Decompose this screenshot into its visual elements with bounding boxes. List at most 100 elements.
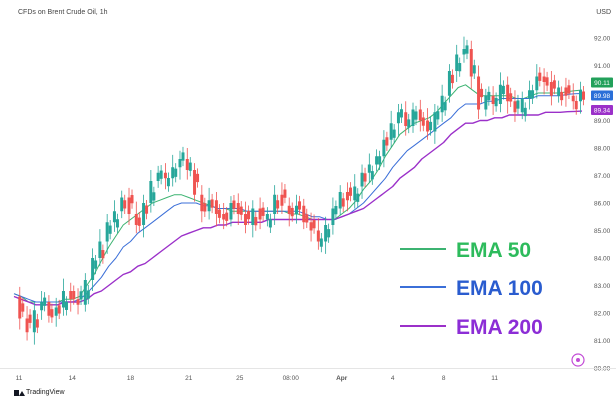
candle-body (447, 71, 451, 96)
candle-body (193, 170, 197, 195)
y-tick-label: 81.00 (594, 338, 611, 345)
candle-body (477, 76, 481, 110)
candle-body (465, 45, 469, 54)
candle-body (244, 214, 248, 225)
series-line-ema200 (13, 110, 583, 306)
candle-body (367, 164, 371, 173)
candle-body (222, 214, 226, 220)
candle-body (94, 260, 98, 269)
candle-body (295, 205, 298, 214)
candle-body (283, 189, 287, 198)
candle-body (353, 186, 357, 201)
candle-body (484, 95, 488, 110)
candle-body (232, 200, 236, 209)
candle-body (319, 238, 323, 247)
candle-body (251, 208, 255, 225)
candle-body (229, 203, 233, 220)
candle-body (462, 49, 466, 55)
price-label-value: 89.98 (594, 93, 611, 100)
candle-body (523, 107, 527, 117)
candle-body (404, 112, 408, 126)
candle-body (247, 210, 251, 220)
candle-body (217, 209, 221, 218)
settings-icon (571, 353, 585, 367)
candle-body (69, 291, 73, 300)
y-tick-label: 82.00 (594, 311, 611, 318)
candle-body (163, 172, 167, 179)
candle-body (276, 200, 280, 209)
candle-body (28, 314, 32, 323)
x-tick-label: 21 (185, 375, 193, 382)
candle-body (72, 291, 76, 300)
candle-body (316, 230, 320, 242)
candle-body (101, 250, 105, 259)
y-tick-label: 89.00 (594, 118, 611, 125)
candle-body (542, 76, 546, 82)
candle-body (436, 111, 440, 120)
candle-body (498, 84, 502, 104)
candle-body (324, 225, 328, 242)
candle-body (557, 87, 561, 96)
tradingview-brand-label: TradingView (26, 389, 65, 396)
candle-body (426, 120, 430, 132)
candle-body (538, 72, 542, 81)
tradingview-logo-icon (14, 389, 25, 396)
candle-body (298, 201, 301, 210)
time-axis-divider (0, 368, 616, 369)
candle-body (152, 192, 156, 201)
candle-body (207, 200, 211, 212)
candle-body (35, 319, 39, 328)
candle-body (290, 207, 294, 217)
candle-body (265, 214, 269, 220)
candle-body (564, 87, 568, 96)
candle-body (123, 200, 127, 209)
candle-body (302, 205, 306, 223)
x-tick-label: 11 (16, 375, 23, 382)
candle-body (531, 90, 535, 99)
candle-body (171, 167, 175, 179)
candle-body (32, 310, 36, 333)
candle-body (528, 90, 532, 99)
y-tick-label: 91.00 (594, 63, 611, 70)
candle-body (552, 80, 556, 89)
y-tick-label: 86.00 (594, 201, 611, 208)
x-tick-label: 11 (491, 375, 498, 382)
candle-body (571, 95, 575, 102)
candle-body (392, 129, 396, 138)
candle-body (137, 217, 141, 226)
candle-body (375, 156, 379, 165)
candle-body (506, 84, 510, 102)
candle-body (472, 65, 476, 74)
settings-icon-center (576, 358, 580, 362)
candle-body (378, 156, 382, 165)
candle-body (560, 91, 564, 101)
y-tick-label: 92.00 (594, 36, 611, 43)
candle-body (225, 212, 229, 221)
candle-body (142, 203, 146, 225)
candle-body (156, 172, 160, 181)
candle-body (360, 172, 364, 187)
candle-body (214, 200, 218, 214)
y-tick-label: 85.00 (594, 228, 611, 235)
price-label-badge (591, 90, 613, 101)
candle-body (418, 109, 422, 121)
candle-body (535, 76, 539, 91)
legend-label-ema200: EMA 200 (456, 316, 543, 339)
candle-body (389, 123, 393, 140)
candle-body (414, 111, 418, 120)
candle-body (480, 88, 484, 98)
legend-label-ema50: EMA 50 (456, 239, 531, 262)
candle-body (520, 98, 524, 113)
candle-body (120, 197, 124, 212)
candle-body (166, 177, 170, 187)
candle-body (57, 305, 61, 314)
candle-body (433, 112, 437, 132)
candle-body (516, 100, 520, 109)
candle-body (261, 207, 265, 216)
y-tick-label: 80.00 (594, 366, 611, 373)
candle-body (149, 181, 153, 203)
candle-body (491, 95, 495, 104)
candle-body (273, 194, 277, 214)
candle-body (509, 93, 513, 102)
